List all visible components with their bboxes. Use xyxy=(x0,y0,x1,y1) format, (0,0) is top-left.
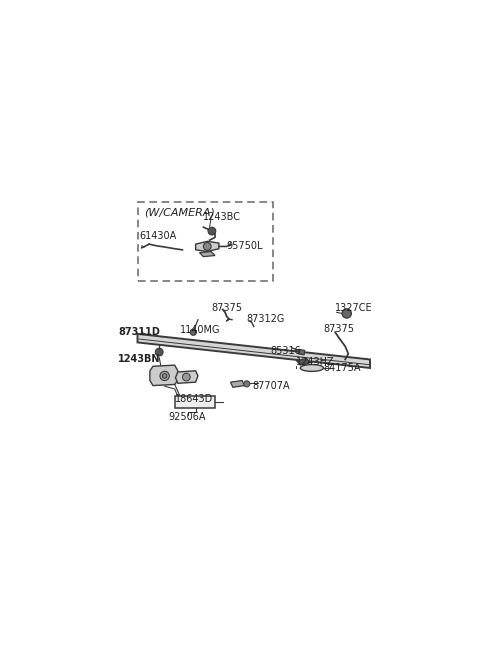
Circle shape xyxy=(342,309,351,318)
Polygon shape xyxy=(150,365,178,386)
Polygon shape xyxy=(176,371,198,383)
Circle shape xyxy=(204,242,211,250)
Circle shape xyxy=(182,373,190,381)
Text: 87311D: 87311D xyxy=(118,326,160,337)
Bar xyxy=(175,396,215,407)
Polygon shape xyxy=(296,358,311,365)
Circle shape xyxy=(244,381,250,387)
Polygon shape xyxy=(196,241,219,252)
Text: 87312G: 87312G xyxy=(246,314,284,324)
Text: 1243BC: 1243BC xyxy=(204,212,241,222)
Text: 87375: 87375 xyxy=(324,324,355,333)
Text: 95750L: 95750L xyxy=(227,241,263,252)
Text: 1140MG: 1140MG xyxy=(180,326,221,335)
Text: 18643D: 18643D xyxy=(175,394,213,403)
Ellipse shape xyxy=(300,365,324,371)
Text: 61430A: 61430A xyxy=(140,231,177,241)
Polygon shape xyxy=(230,381,244,387)
Text: 92506A: 92506A xyxy=(168,412,206,422)
Polygon shape xyxy=(137,334,370,368)
Text: 87375: 87375 xyxy=(211,303,242,312)
Text: 1243BN: 1243BN xyxy=(118,354,161,364)
Circle shape xyxy=(190,329,196,335)
Circle shape xyxy=(156,348,163,356)
Text: 85316: 85316 xyxy=(271,346,301,356)
Circle shape xyxy=(162,373,167,378)
Circle shape xyxy=(160,371,169,381)
Polygon shape xyxy=(200,252,215,257)
Circle shape xyxy=(208,227,216,235)
Text: 1243HZ: 1243HZ xyxy=(296,357,335,367)
Text: (W/CAMERA): (W/CAMERA) xyxy=(144,207,215,217)
Text: 84175A: 84175A xyxy=(324,364,361,373)
Polygon shape xyxy=(298,349,305,355)
Bar xyxy=(137,202,273,281)
Text: 87707A: 87707A xyxy=(252,381,290,391)
Text: 1327CE: 1327CE xyxy=(335,303,373,312)
